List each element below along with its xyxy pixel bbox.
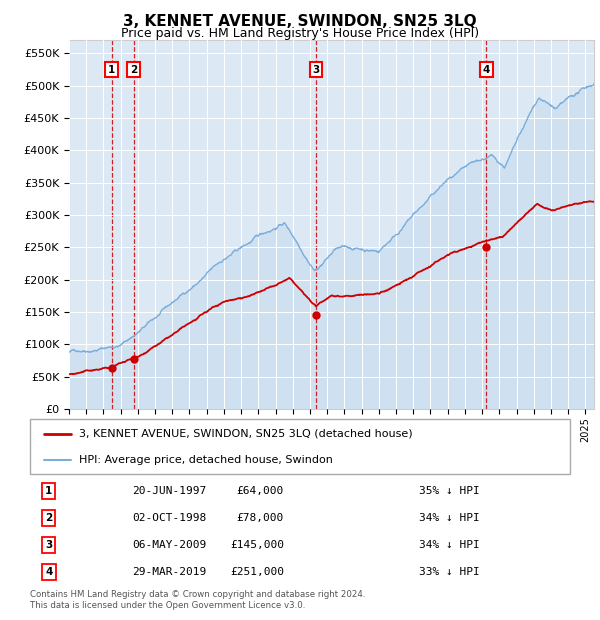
Text: £64,000: £64,000	[236, 486, 284, 496]
Text: 4: 4	[482, 65, 490, 75]
Text: 3: 3	[45, 540, 53, 550]
Text: £145,000: £145,000	[230, 540, 284, 550]
Text: 35% ↓ HPI: 35% ↓ HPI	[419, 486, 479, 496]
Text: £78,000: £78,000	[236, 513, 284, 523]
Text: HPI: Average price, detached house, Swindon: HPI: Average price, detached house, Swin…	[79, 455, 332, 466]
Text: 3, KENNET AVENUE, SWINDON, SN25 3LQ (detached house): 3, KENNET AVENUE, SWINDON, SN25 3LQ (det…	[79, 428, 412, 438]
FancyBboxPatch shape	[30, 418, 570, 474]
Text: 20-JUN-1997: 20-JUN-1997	[133, 486, 207, 496]
Text: 3: 3	[313, 65, 320, 75]
Text: 06-MAY-2009: 06-MAY-2009	[133, 540, 207, 550]
Text: Price paid vs. HM Land Registry's House Price Index (HPI): Price paid vs. HM Land Registry's House …	[121, 27, 479, 40]
Text: 3, KENNET AVENUE, SWINDON, SN25 3LQ: 3, KENNET AVENUE, SWINDON, SN25 3LQ	[123, 14, 477, 29]
Text: 1: 1	[45, 486, 53, 496]
Text: 29-MAR-2019: 29-MAR-2019	[133, 567, 207, 577]
Text: 2: 2	[45, 513, 53, 523]
Text: 4: 4	[45, 567, 53, 577]
Text: 2: 2	[130, 65, 137, 75]
Text: 33% ↓ HPI: 33% ↓ HPI	[419, 567, 479, 577]
Text: 34% ↓ HPI: 34% ↓ HPI	[419, 540, 479, 550]
Text: £251,000: £251,000	[230, 567, 284, 577]
Text: 1: 1	[108, 65, 115, 75]
Text: Contains HM Land Registry data © Crown copyright and database right 2024.
This d: Contains HM Land Registry data © Crown c…	[30, 590, 365, 609]
Text: 02-OCT-1998: 02-OCT-1998	[133, 513, 207, 523]
Text: 34% ↓ HPI: 34% ↓ HPI	[419, 513, 479, 523]
